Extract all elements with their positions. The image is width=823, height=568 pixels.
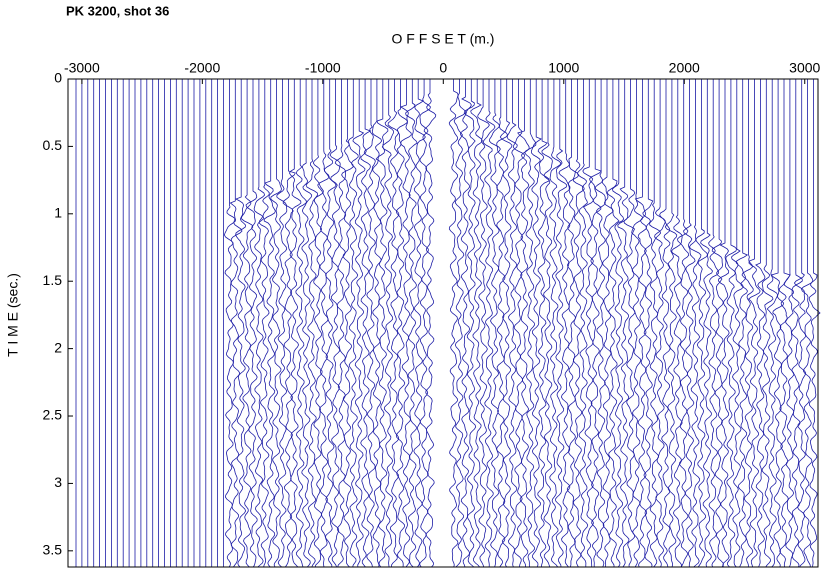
seismic-trace — [655, 79, 666, 567]
x-tick-label: 0 — [439, 60, 447, 76]
x-tick-label: 1000 — [548, 60, 579, 76]
seismic-trace — [567, 79, 579, 567]
chart-title: PK 3200, shot 36 — [66, 3, 169, 18]
x-tick-label: -2000 — [184, 60, 220, 76]
x-tick-label: -1000 — [305, 60, 341, 76]
y-tick-label: 3 — [54, 474, 62, 490]
seismic-trace — [277, 79, 287, 567]
y-axis-label: T I M E (sec.) — [5, 273, 21, 357]
seismic-trace — [784, 79, 794, 567]
chart: PK 3200, shot 36 O F F S E T (m.) T I M … — [0, 0, 823, 568]
seismic-trace — [636, 79, 647, 567]
seismic-trace — [665, 79, 677, 567]
seismic-trace — [335, 79, 346, 567]
seismic-trace — [595, 79, 605, 567]
seismic-trace — [531, 79, 541, 567]
y-tick-label: 0 — [54, 70, 62, 86]
seismic-trace — [632, 79, 643, 567]
seismic-trace — [264, 79, 275, 567]
seismic-trace — [230, 79, 242, 567]
y-tick-label: 2 — [54, 339, 62, 355]
y-tick-label: 3.5 — [43, 542, 63, 558]
seismic-trace — [684, 79, 696, 567]
x-tick-label: 2000 — [669, 60, 700, 76]
seismic-trace — [602, 79, 613, 567]
seismic-trace — [577, 79, 587, 567]
seismic-trace — [236, 79, 246, 567]
seismic-trace — [513, 79, 524, 567]
traces — [76, 79, 820, 567]
seismic-trace — [254, 79, 265, 567]
seismic-trace — [283, 79, 295, 567]
seismic-trace — [330, 79, 340, 567]
seismic-trace — [424, 79, 436, 567]
seismic-trace — [712, 79, 723, 567]
seismic-trace — [767, 79, 777, 567]
seismic-trace — [296, 79, 307, 567]
seismic-trace — [696, 79, 708, 567]
y-tick-label: 1.5 — [43, 272, 63, 288]
seismic-trace — [342, 79, 354, 567]
y-tick-label: 1 — [54, 205, 62, 221]
y-tick-label: 0.5 — [43, 137, 63, 153]
seismic-trace — [618, 79, 629, 567]
seismic-trace — [542, 79, 553, 567]
seismic-trace — [318, 79, 330, 567]
seismic-trace — [709, 79, 719, 567]
plot-frame — [68, 79, 818, 567]
seismic-trace — [461, 79, 472, 567]
seismic-trace — [224, 79, 235, 567]
y-tick-label: 2.5 — [43, 407, 63, 423]
seismic-trace — [726, 79, 737, 567]
seismic-trace — [325, 79, 337, 567]
seismic-trace — [749, 79, 761, 567]
seismic-trace — [259, 79, 269, 567]
seismic-trace — [779, 79, 790, 567]
seismic-trace — [538, 79, 549, 567]
seismic-trace — [736, 79, 747, 567]
seismic-trace — [678, 79, 689, 567]
seismic-trace — [613, 79, 624, 567]
x-axis-label: O F F S E T (m.) — [392, 31, 495, 47]
seismic-trace — [719, 79, 730, 567]
seismic-trace — [507, 79, 517, 567]
seismic-trace — [772, 79, 784, 567]
seismic-trace — [302, 79, 312, 567]
seismic-trace — [348, 79, 358, 567]
x-tick-label: -3000 — [64, 60, 100, 76]
seismic-trace — [525, 79, 536, 567]
seismic-trace — [449, 79, 458, 567]
seismic-trace — [732, 79, 744, 567]
seismic-trace — [590, 79, 602, 567]
seismic-trace — [756, 79, 765, 567]
x-tick-label: 3000 — [789, 60, 820, 76]
seismic-trace — [246, 79, 257, 567]
